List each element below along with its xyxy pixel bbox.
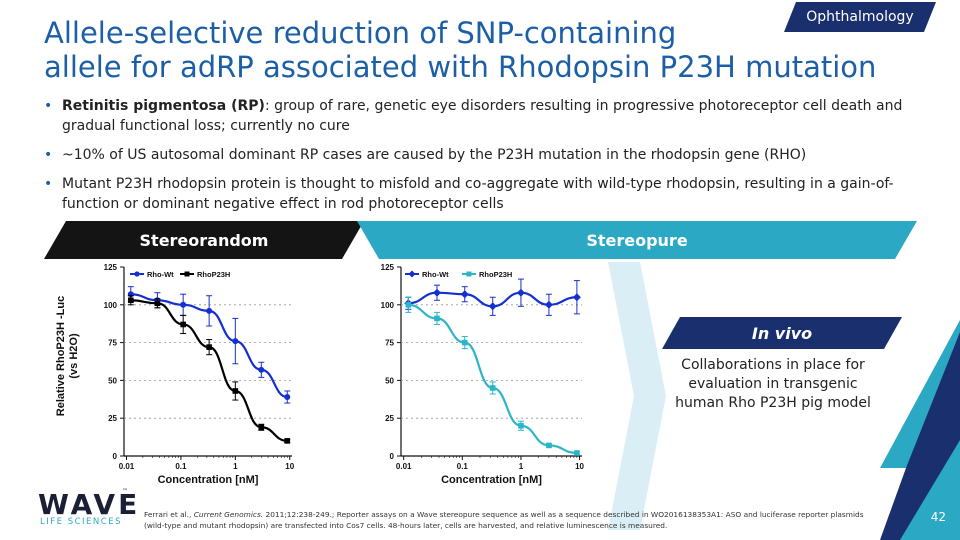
left-chart-y-tick-label: 100 (104, 301, 118, 310)
stereopure-banner: Stereopure (357, 221, 917, 259)
left-chart-y-tick-label: 0 (113, 452, 118, 461)
bullet-text: : group of rare, genetic eye disorders r… (62, 98, 903, 134)
left-chart-xlabel: Concentration [nM] (158, 474, 259, 486)
left-chart-data-point (258, 366, 265, 373)
right-chart-legend-marker (408, 270, 416, 278)
page-number: 42 (930, 510, 946, 524)
left-chart-legend-label: Rho-Wt (147, 270, 174, 279)
left-chart-data-point (206, 344, 212, 350)
right-chart-xlabel: Concentration [nM] (441, 474, 542, 486)
right-chart-x-tick-label: 0.01 (396, 462, 412, 471)
right-chart-y-tick-label: 100 (381, 301, 395, 310)
left-chart-data-point (284, 394, 291, 401)
stereorandom-label: Stereorandom (139, 231, 269, 250)
invivo-description: Collaborations in place for evaluation i… (675, 357, 871, 411)
category-tag: Ophthalmology (784, 2, 936, 32)
chevron-decoration (608, 262, 666, 530)
left-chart-y-tick-label: 75 (108, 339, 117, 348)
invivo-banner: In vivo (662, 317, 902, 349)
right-chart-series-line (408, 303, 577, 455)
wave-logo: WAVE ™ LIFE SCIENCES (38, 488, 137, 536)
right-chart-data-point (461, 339, 468, 346)
left-chart-data-point (180, 301, 187, 308)
category-tag-label: Ophthalmology (806, 9, 914, 25)
left-chart-legend-marker (184, 271, 190, 277)
left-chart-data-point (127, 297, 134, 304)
stereopure-label: Stereopure (586, 231, 688, 250)
stereorandom-banner: Stereorandom (44, 221, 364, 259)
footnote-prefix: Ferrari et al., (144, 510, 194, 519)
left-chart-ylabel-2: (vs H2O) (68, 333, 80, 379)
slide-title: Allele-selective reduction of SNP-contai… (44, 16, 914, 84)
right-chart-data-point (546, 442, 552, 449)
right-chart-data-point (432, 288, 441, 297)
right-chart-y-tick-label: 25 (385, 414, 394, 423)
bullet-item: Retinitis pigmentosa (RP): group of rare… (44, 96, 914, 136)
logo-trademark: ™ (122, 488, 128, 495)
logo-subtitle: LIFE SCIENCES (40, 517, 122, 527)
right-chart-data-point (489, 385, 496, 391)
right-chart-legend-label: RhoP23H (479, 270, 512, 279)
left-chart-x-tick-label: 0.01 (119, 462, 135, 471)
left-chart-data-point (154, 300, 161, 307)
right-chart-data-point (572, 293, 581, 302)
bullet-text: Mutant P23H rhodopsin protein is thought… (62, 176, 894, 212)
left-chart-data-point (206, 307, 213, 314)
category-tag-shape (784, 2, 936, 32)
right-chart-data-point (488, 302, 497, 311)
left-chart-y-tick-label: 25 (108, 414, 117, 423)
right-chart-data-point (434, 315, 440, 322)
left-chart-data-point (232, 388, 239, 394)
left-chart-x-tick-label: 1 (233, 462, 238, 471)
bullet-item: ~10% of US autosomal dominant RP cases a… (44, 145, 914, 165)
left-chart-ylabel-1: Relative RhoP23H -Luc (55, 296, 67, 416)
right-chart-x-tick-label: 0.1 (457, 462, 469, 471)
right-chart-y-tick-label: 125 (381, 263, 395, 272)
footnote: Ferrari et al., Current Genomics. 2011;1… (144, 509, 864, 531)
left-chart-y-tick-label: 50 (108, 376, 117, 385)
right-chart-data-point (460, 290, 469, 299)
left-chart-legend-marker (134, 271, 140, 277)
right-chart-data-point (574, 450, 580, 456)
right-chart-y-tick-label: 0 (390, 452, 395, 461)
right-chart-legend-label: Rho-Wt (422, 270, 449, 279)
left-chart-y-tick-label: 125 (104, 263, 118, 272)
bullet-bold: Retinitis pigmentosa (RP) (62, 98, 265, 114)
teal-bottom-triangle (900, 440, 960, 540)
right-chart-data-point (544, 300, 553, 309)
right-chart-x-tick-label: 10 (575, 462, 584, 471)
logo-wordmark: WAVE (38, 488, 141, 521)
left-chart-x-tick-label: 10 (285, 462, 294, 471)
left-chart-data-point (180, 321, 186, 328)
bullet-text: ~10% of US autosomal dominant RP cases a… (62, 147, 807, 163)
right-chart-x-tick-label: 1 (519, 462, 524, 471)
left-chart-x-tick-label: 0.1 (175, 462, 187, 471)
left-chart-data-point (258, 424, 265, 431)
footnote-journal: Current Genomics. (193, 510, 264, 519)
right-chart-data-point (516, 288, 525, 297)
left-chart-data-point (284, 438, 291, 444)
right-chart-y-tick-label: 75 (385, 339, 394, 348)
bullet-list: Retinitis pigmentosa (RP): group of rare… (44, 96, 914, 223)
left-chart-data-point (232, 338, 239, 345)
left-chart-legend-label: RhoP23H (197, 270, 230, 279)
slide-title-line1: Allele-selective reduction of SNP-contai… (44, 16, 677, 50)
right-chart-data-point (518, 422, 524, 429)
right-chart-y-tick-label: 50 (385, 376, 394, 385)
right-chart-legend-marker (466, 271, 472, 277)
footnote-rest: 2011;12:238-249.; Reporter assays on a W… (144, 510, 864, 530)
invivo-label: In vivo (751, 324, 813, 343)
bullet-item: Mutant P23H rhodopsin protein is thought… (44, 174, 914, 214)
slide-title-line2: allele for adRP associated with Rhodopsi… (44, 50, 877, 84)
right-chart-data-point (405, 302, 412, 308)
